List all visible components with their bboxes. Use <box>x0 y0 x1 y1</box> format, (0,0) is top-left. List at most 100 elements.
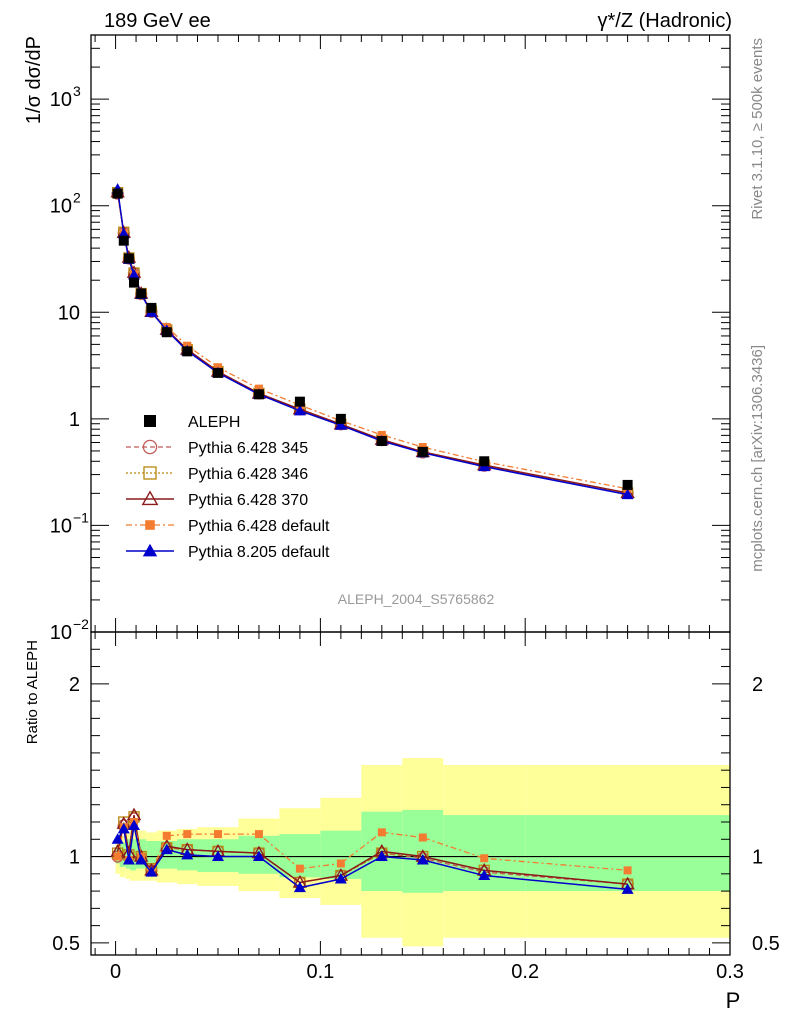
legend-entry: Pythia 6.428 345 <box>126 439 308 457</box>
band-inner <box>146 841 157 867</box>
ratio-tick-label-left: 0.5 <box>52 933 80 955</box>
data-point <box>479 456 490 467</box>
data-point <box>417 446 428 457</box>
legend: ALEPH Pythia 6.428 345 Pythia 6.428 346 Pyt… <box>126 414 330 561</box>
y-tick-label: 10 <box>58 302 80 324</box>
ratio-line <box>116 814 628 885</box>
legend-label: Pythia 6.428 345 <box>188 440 308 457</box>
marker-point <box>295 864 304 873</box>
marker-point <box>111 833 124 844</box>
x-tick-label: 0.3 <box>716 961 744 983</box>
data-point <box>622 479 633 490</box>
side-label-bottom: mcplots.cern.ch [arXiv:1306.3436] <box>749 345 766 572</box>
marker-point <box>145 520 155 530</box>
x-axis-label: P <box>726 988 741 1013</box>
y-tick-exp: −2 <box>73 616 89 632</box>
marker-point <box>141 490 159 506</box>
marker-point <box>623 866 632 875</box>
marker-point <box>334 419 347 430</box>
y-tick-label: 10 3 <box>50 83 81 111</box>
legend-entry: Pythia 6.428 370 <box>126 490 308 509</box>
ratio-line <box>116 825 628 891</box>
data-point <box>182 346 193 357</box>
series-aleph <box>112 188 633 490</box>
x-tick-label: 0.1 <box>306 961 334 983</box>
data-point <box>376 435 387 446</box>
marker-point <box>162 831 171 840</box>
marker-point <box>621 883 634 894</box>
data-point <box>144 415 156 427</box>
marker-point <box>213 830 222 839</box>
ratio-tick-label-right: 2 <box>752 674 763 696</box>
marker-point <box>416 854 429 865</box>
marker-point <box>142 439 158 455</box>
marker-point <box>293 881 306 893</box>
marker-point <box>293 404 306 416</box>
y-tick-exp: −1 <box>73 509 89 525</box>
legend-entry: ALEPH <box>144 414 240 431</box>
marker-point <box>375 850 388 862</box>
x-tick-label: 0 <box>110 961 121 983</box>
analysis-label: ALEPH_2004_S5765862 <box>338 591 495 607</box>
main-series <box>110 183 635 500</box>
marker-point <box>334 873 347 884</box>
legend-label: ALEPH <box>188 414 240 431</box>
marker-point <box>183 830 192 839</box>
ratio-series <box>110 807 635 894</box>
data-point <box>212 367 223 378</box>
data-point <box>335 413 346 424</box>
legend-label: Pythia 8.205 default <box>188 544 330 561</box>
title-left: 189 GeV ee <box>104 10 211 32</box>
data-point <box>118 235 129 246</box>
marker-point <box>113 852 122 861</box>
marker-point <box>122 854 135 865</box>
y-tick-label: 1 <box>69 409 80 431</box>
ratio-tick-label-left: 2 <box>69 674 80 696</box>
marker-point <box>621 488 634 500</box>
legend-label: Pythia 6.428 346 <box>188 466 308 483</box>
ratio-axis-label: Ratio to ALEPH <box>24 640 41 744</box>
y-tick-label: 10 −2 <box>50 616 89 644</box>
marker-point <box>181 848 194 860</box>
y-tick-label: 10 2 <box>50 190 81 218</box>
legend-entry: Pythia 6.428 346 <box>126 466 308 483</box>
y-tick-base: 10 <box>50 196 72 218</box>
marker-point <box>252 850 265 862</box>
marker-point <box>480 854 489 863</box>
ratio-tick-label-left: 1 <box>69 847 80 869</box>
marker-point <box>377 430 386 439</box>
marker-point <box>128 268 141 280</box>
y-tick-base: 10 <box>50 515 72 537</box>
y-tick-label: 10 −1 <box>50 509 89 537</box>
marker-point <box>377 828 386 837</box>
ratio-tick-label-right: 0.5 <box>752 933 780 955</box>
ratio-pythia-8-205-default <box>111 819 634 894</box>
x-tick-label: 0.2 <box>511 961 539 983</box>
series-line <box>116 189 628 496</box>
marker-point <box>254 830 263 839</box>
marker-point <box>117 822 130 834</box>
legend-label: Pythia 6.428 default <box>188 518 330 535</box>
title-right: γ*/Z (Hadronic) <box>598 10 732 32</box>
ratio-tick-label-right: 1 <box>752 847 763 869</box>
legend-label: Pythia 6.428 370 <box>188 492 308 509</box>
marker-point <box>143 466 157 480</box>
data-point <box>161 327 172 338</box>
y-tick-base: 1 <box>69 409 80 431</box>
marker-point <box>135 854 148 865</box>
data-point <box>112 188 123 199</box>
marker-point <box>336 859 345 868</box>
marker-point <box>160 843 173 855</box>
data-point <box>146 302 157 313</box>
data-point <box>294 396 305 407</box>
y-tick-exp: 3 <box>73 83 81 99</box>
y-tick-base: 10 <box>50 89 72 111</box>
data-point <box>136 288 147 299</box>
marker-point <box>211 850 224 862</box>
legend-entry: Pythia 6.428 default <box>126 518 330 535</box>
legend-entry: Pythia 8.205 default <box>126 543 330 561</box>
marker-point <box>418 833 427 842</box>
side-label-top: Rivet 3.1.10, ≥ 500k events <box>749 38 766 220</box>
y-tick-exp: 2 <box>73 190 81 206</box>
